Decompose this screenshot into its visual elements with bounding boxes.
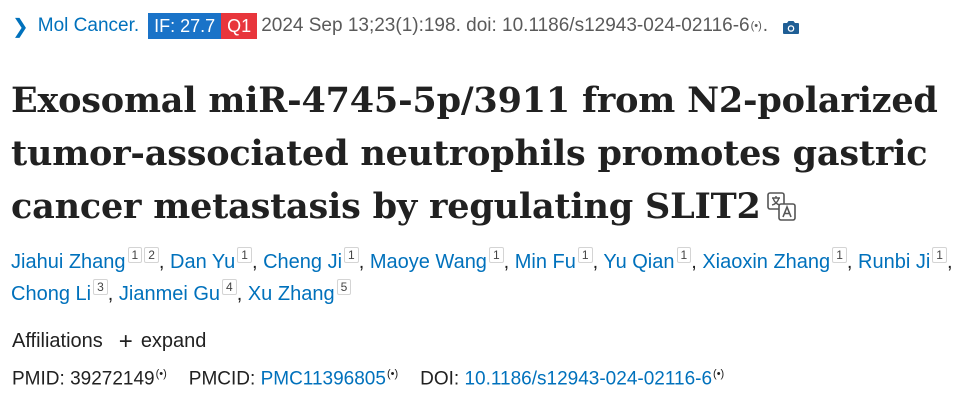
- camera-icon[interactable]: [782, 19, 800, 35]
- pmid-group: PMID: 39272149(•): [12, 368, 167, 390]
- author-name-link[interactable]: Xiaoxin Zhang: [702, 251, 831, 273]
- author-item: Jianmei Gu 4,: [118, 279, 243, 305]
- affiliation-ref-button[interactable]: 1: [488, 247, 504, 263]
- expand-label: expand: [140, 330, 207, 352]
- author-name-link[interactable]: Jiahui Zhang: [11, 251, 126, 273]
- journal-link[interactable]: Mol Cancer.: [37, 15, 140, 36]
- plus-icon: +: [118, 327, 133, 355]
- author-separator: ,: [236, 283, 243, 305]
- impact-factor-badge: IF: 27.7: [148, 13, 222, 39]
- author-separator: ,: [946, 251, 953, 273]
- author-name-link[interactable]: Xu Zhang: [247, 283, 335, 305]
- author-separator: ,: [251, 251, 258, 273]
- doi-group: DOI: 10.1186/s12943-024-02116-6(•): [420, 368, 724, 390]
- author-separator: ,: [592, 251, 599, 273]
- author-name-link[interactable]: Cheng Ji: [263, 251, 343, 273]
- affiliation-ref-button[interactable]: 1: [237, 247, 252, 263]
- chevron-right-icon[interactable]: ❯: [12, 15, 29, 38]
- author-name-link[interactable]: Jianmei Gu: [118, 283, 221, 305]
- affiliation-ref-button[interactable]: 1: [832, 247, 847, 263]
- citation-line: ❯ Mol Cancer. IF: 27.7 Q1 2024 Sep 13;23…: [12, 13, 800, 39]
- affiliation-ref-button[interactable]: 1: [932, 247, 947, 263]
- citation-text: 2024 Sep 13;23(1):198. doi: 10.1186/s129…: [261, 15, 750, 36]
- affiliation-ref-button[interactable]: 1: [127, 247, 143, 263]
- affiliation-ref-button[interactable]: 5: [336, 279, 352, 295]
- citation-period: .: [762, 15, 769, 36]
- author-name-link[interactable]: Min Fu: [514, 251, 576, 273]
- author-separator: ,: [503, 251, 510, 273]
- author-item: Jiahui Zhang 1 2,: [11, 247, 165, 273]
- article-title-text: Exosomal miR-4745-5p/3911 from N2-polari…: [11, 80, 938, 227]
- pmcid-link[interactable]: PMC11396805: [260, 368, 386, 390]
- pmcid-label: PMCID:: [188, 368, 256, 390]
- author-separator: ,: [107, 283, 114, 305]
- pmcid-group: PMCID: PMC11396805(•): [189, 368, 398, 390]
- author-name-link[interactable]: Chong Li: [11, 283, 92, 305]
- affiliations-row: Affiliations + expand: [12, 327, 207, 355]
- author-list: Jiahui Zhang 1 2, Dan Yu 1, Cheng Ji 1, Maoy…: [11, 246, 961, 310]
- author-item: Xiaoxin Zhang 1,: [702, 247, 853, 273]
- article-title: Exosomal miR-4745-5p/3911 from N2-polari…: [11, 74, 961, 233]
- author-separator: ,: [158, 251, 165, 273]
- quartile-badge: Q1: [221, 13, 258, 39]
- identifiers-row: PMID: 39272149(•) PMCID: PMC11396805(•) …: [12, 368, 746, 390]
- author-name-link[interactable]: Dan Yu: [170, 251, 236, 273]
- expand-affiliations-button[interactable]: + expand: [118, 327, 207, 355]
- author-name-link[interactable]: Maoye Wang: [369, 251, 487, 273]
- author-item: Xu Zhang 5: [247, 279, 352, 305]
- author-item: Min Fu 1,: [514, 247, 599, 273]
- broadcast-icon[interactable]: (•): [713, 368, 725, 380]
- doi-label: DOI:: [420, 368, 460, 390]
- affiliation-ref-button[interactable]: 1: [577, 247, 593, 263]
- broadcast-icon[interactable]: (•): [386, 368, 399, 380]
- author-item: Runbi Ji 1,: [858, 247, 953, 273]
- author-separator: ,: [846, 251, 853, 273]
- pmid-label: PMID:: [12, 368, 65, 390]
- broadcast-icon[interactable]: (•): [155, 368, 167, 380]
- author-separator: ,: [691, 251, 697, 273]
- translate-icon[interactable]: [766, 184, 797, 221]
- affiliation-ref-button[interactable]: 2: [144, 247, 159, 263]
- affiliation-ref-button[interactable]: 3: [93, 279, 108, 295]
- author-name-link[interactable]: Yu Qian: [603, 251, 675, 273]
- author-item: Dan Yu 1,: [170, 247, 258, 273]
- pmid-value: 39272149: [70, 368, 155, 390]
- broadcast-icon[interactable]: (•): [750, 20, 762, 32]
- affiliation-ref-button[interactable]: 1: [344, 247, 359, 263]
- author-name-link[interactable]: Runbi Ji: [858, 251, 931, 273]
- doi-link[interactable]: 10.1186/s12943-024-02116-6: [464, 368, 713, 390]
- author-item: Maoye Wang 1,: [369, 247, 510, 273]
- affiliation-ref-button[interactable]: 4: [222, 279, 237, 295]
- author-item: Cheng Ji 1,: [263, 247, 365, 273]
- author-separator: ,: [358, 251, 365, 273]
- author-item: Chong Li 3,: [11, 279, 114, 305]
- affiliations-label: Affiliations: [12, 330, 103, 352]
- author-item: Yu Qian 1,: [603, 247, 697, 273]
- affiliation-ref-button[interactable]: 1: [676, 247, 692, 263]
